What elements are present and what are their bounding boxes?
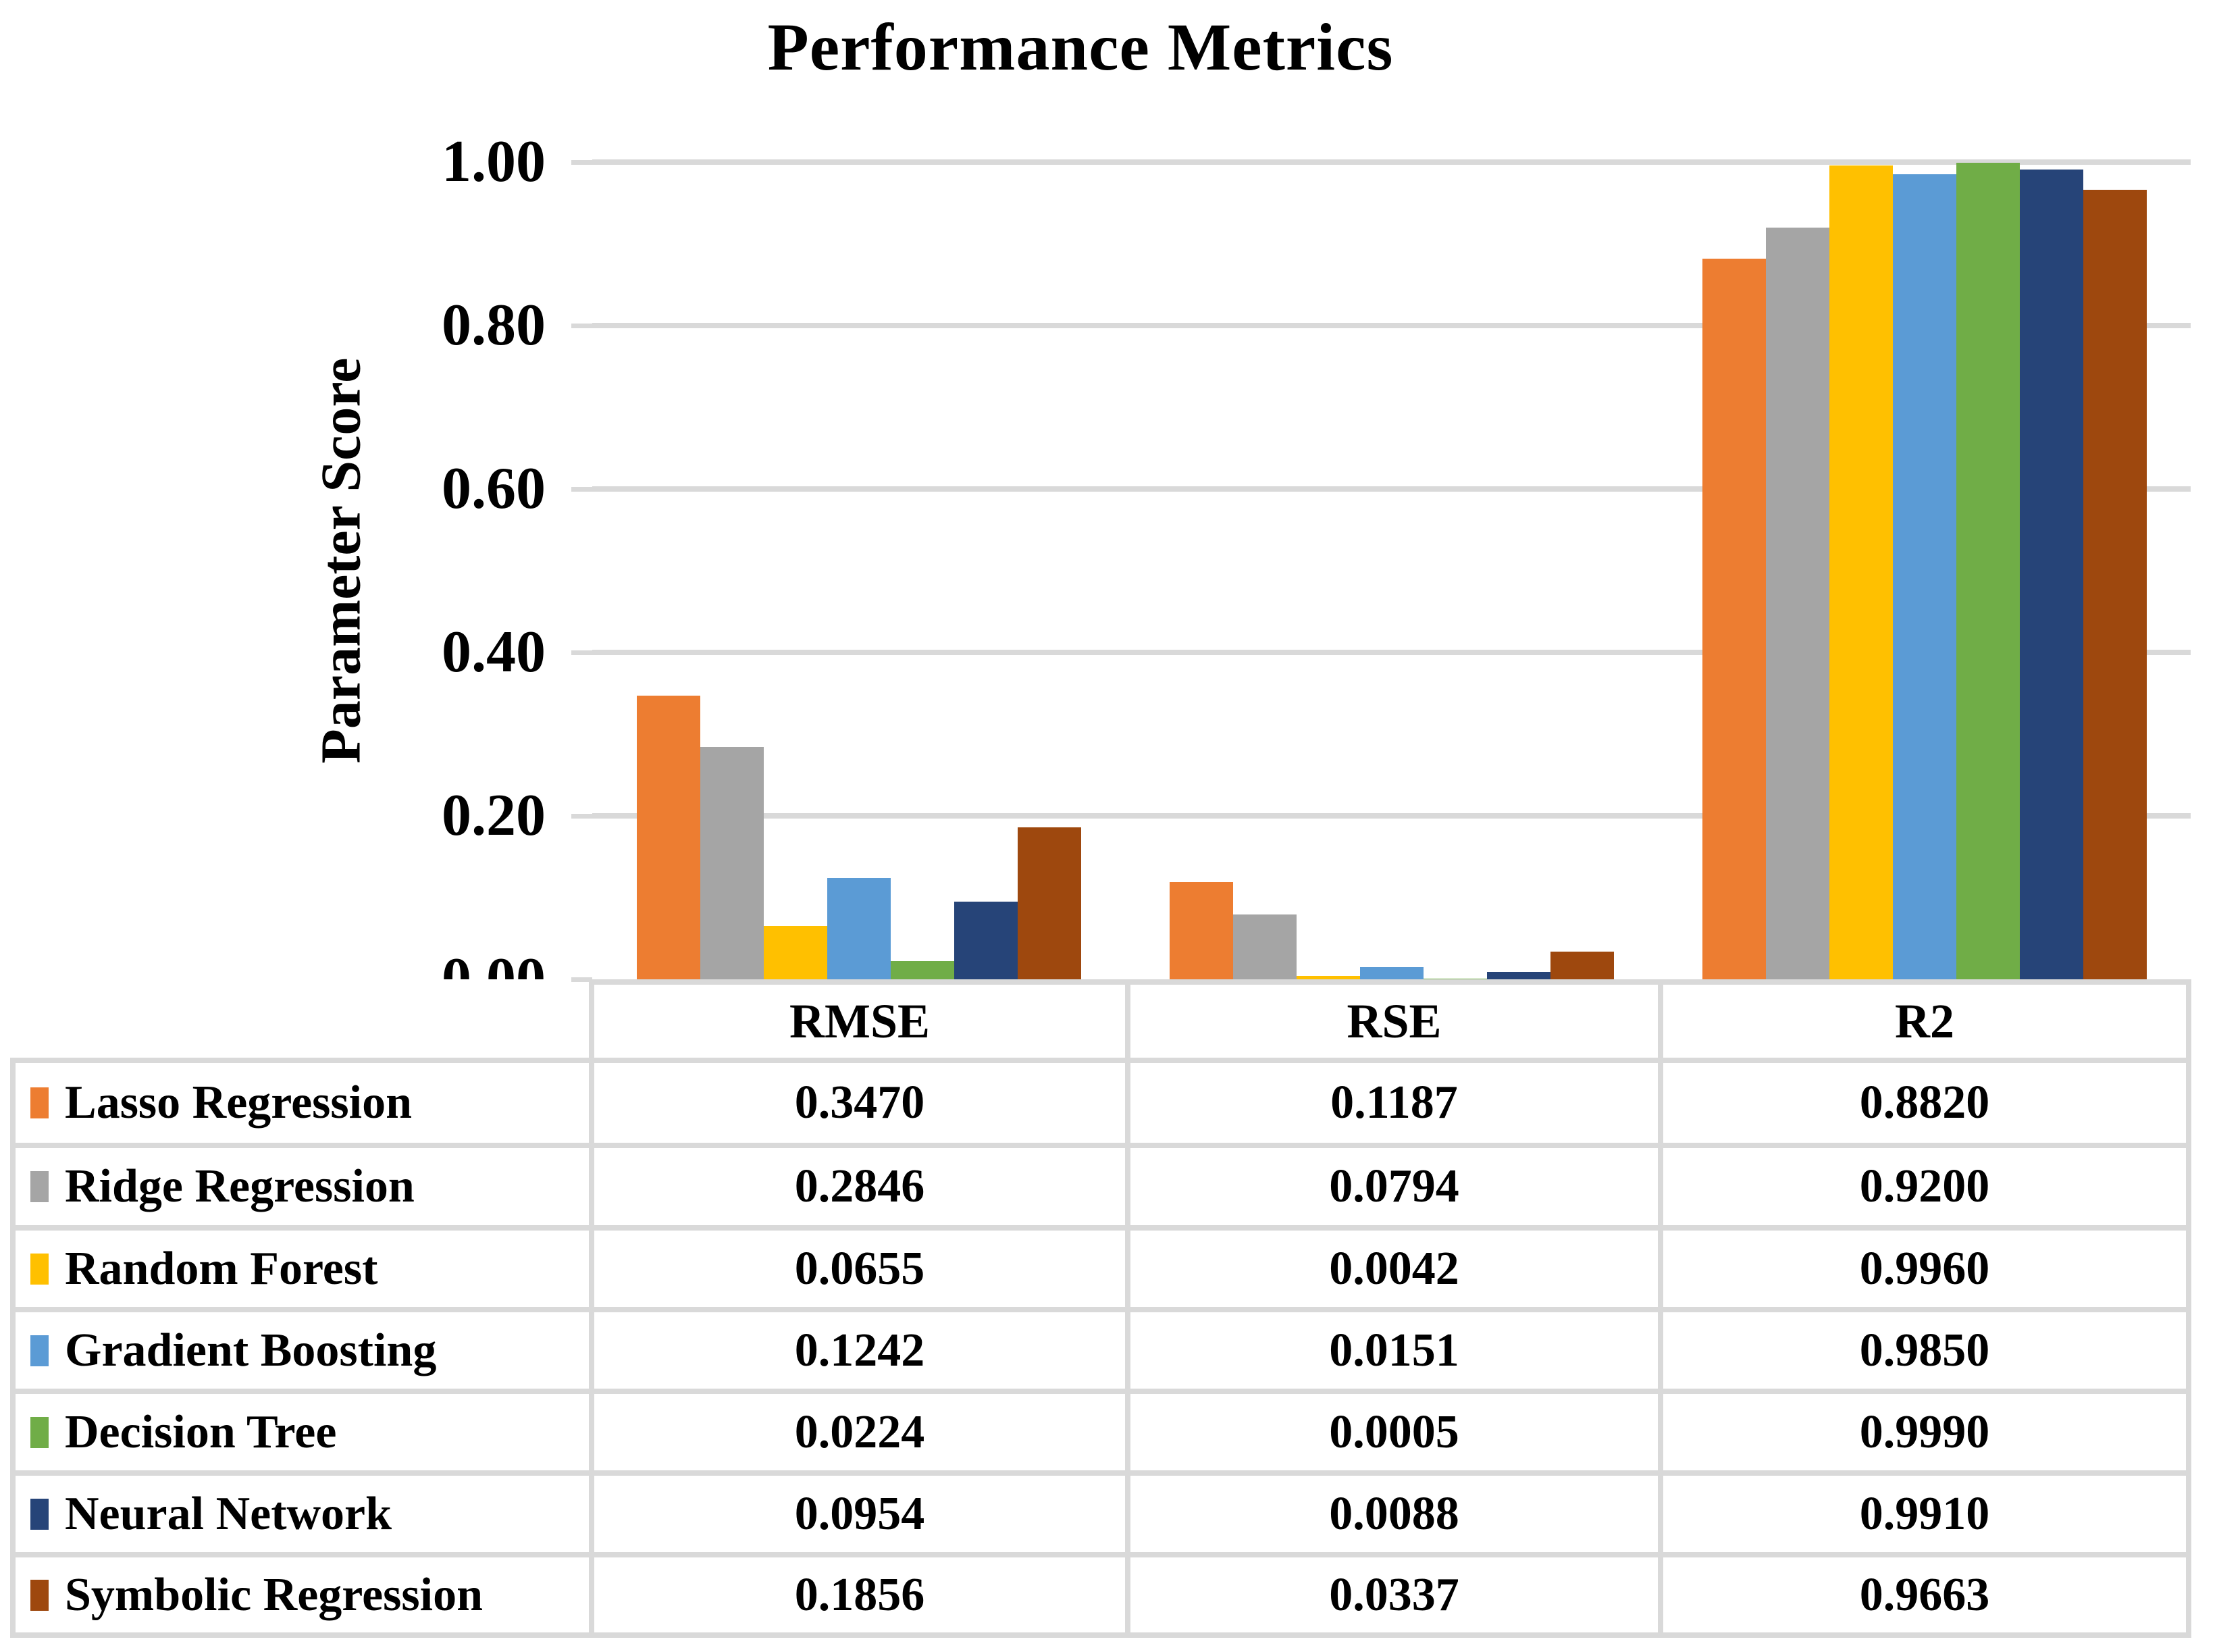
legend-label: Symbolic Regression [65, 1568, 483, 1621]
legend-cell-gradient-boosting: Gradient Boosting [16, 1312, 589, 1389]
y-axis-tick [571, 324, 592, 328]
table-value-cell: 0.9850 [1663, 1312, 2186, 1389]
table-corner-blank [10, 979, 589, 1058]
table-value-cell: 0.1187 [1130, 1063, 1658, 1143]
bar-symbolic-regression-rse [1550, 952, 1614, 979]
y-axis-tick [571, 487, 592, 492]
legend-cell-neural-network: Neural Network [16, 1476, 589, 1552]
legend-swatch [30, 1416, 49, 1448]
bar-neural-network-rse [1487, 972, 1550, 979]
table-value-cell: 0.1856 [594, 1557, 1125, 1632]
table-value-cell: 0.0954 [594, 1476, 1125, 1552]
table-value-cell: 0.1242 [594, 1312, 1125, 1389]
table-value-cell: 0.0005 [1130, 1394, 1658, 1470]
table-value-cell: 0.0655 [594, 1231, 1125, 1307]
legend-label: Gradient Boosting [65, 1324, 437, 1376]
legend-swatch [30, 1253, 49, 1285]
legend-label: Ridge Regression [65, 1160, 415, 1212]
bar-gradient-boosting-r2 [1893, 174, 1956, 979]
bar-ridge-regression-r2 [1766, 227, 1829, 979]
bar-random-forest-rse [1297, 975, 1360, 979]
y-axis-tick-label: 1.00 [442, 129, 546, 195]
y-axis-tick-label: 0.80 [442, 292, 546, 358]
bar-neural-network-r2 [2020, 169, 2083, 979]
bar-lasso-regression-r2 [1702, 258, 1766, 979]
bar-lasso-regression-rse [1170, 882, 1233, 979]
table-value-cell: 0.9990 [1663, 1394, 2186, 1470]
table-value-cell: 0.3470 [594, 1063, 1125, 1143]
bar-gradient-boosting-rmse [827, 877, 891, 979]
gridline [592, 159, 2191, 165]
table-header-rse: RSE [1130, 985, 1658, 1058]
y-axis-tick-label: 0.40 [442, 619, 546, 685]
gridline [592, 813, 2191, 819]
y-axis-tick-label: 0.60 [442, 456, 546, 521]
bar-symbolic-regression-r2 [2083, 189, 2147, 979]
y-axis-tick [571, 814, 592, 819]
legend-swatch [30, 1087, 49, 1118]
legend-cell-lasso-regression: Lasso Regression [16, 1063, 589, 1143]
bar-lasso-regression-rmse [637, 696, 700, 979]
legend-label: Decision Tree [65, 1405, 337, 1458]
bar-symbolic-regression-rmse [1018, 827, 1081, 979]
legend-cell-decision-tree: Decision Tree [16, 1394, 589, 1470]
table-value-cell: 0.0224 [594, 1394, 1125, 1470]
y-axis-tick [571, 650, 592, 655]
bar-random-forest-r2 [1829, 165, 1893, 979]
bar-neural-network-rmse [954, 901, 1018, 979]
table-value-cell: 0.8820 [1663, 1063, 2186, 1143]
legend-label: Lasso Regression [65, 1077, 413, 1129]
legend-label: Random Forest [65, 1242, 378, 1295]
bar-random-forest-rmse [764, 925, 827, 979]
table-header-rmse: RMSE [594, 985, 1125, 1058]
table-value-cell: 0.0151 [1130, 1312, 1658, 1389]
legend-cell-ridge-regression: Ridge Regression [16, 1148, 589, 1225]
chart-title: Performance Metrics [767, 9, 1394, 84]
table-value-cell: 0.0088 [1130, 1476, 1658, 1552]
bar-gradient-boosting-rse [1360, 966, 1424, 979]
gridline [592, 323, 2191, 328]
bar-ridge-regression-rmse [700, 746, 764, 979]
legend-swatch [30, 1579, 49, 1611]
table-value-cell: 0.9910 [1663, 1476, 2186, 1552]
legend-label: Neural Network [65, 1487, 392, 1540]
bar-decision-tree-r2 [1956, 163, 2020, 979]
gridline [592, 650, 2191, 655]
bar-decision-tree-rmse [891, 960, 954, 979]
legend-cell-symbolic-regression: Symbolic Regression [16, 1557, 589, 1632]
legend-swatch [30, 1171, 49, 1202]
legend-cell-random-forest: Random Forest [16, 1231, 589, 1307]
metrics-table: RMSE RSE R2 Lasso Regression 0.3470 0.1187 0.8… [10, 979, 2191, 1638]
table-value-cell: 0.2846 [594, 1148, 1125, 1225]
table-value-cell: 0.0337 [1130, 1557, 1658, 1632]
gridline [592, 486, 2191, 492]
x-axis-line [592, 979, 2191, 985]
table-value-cell: 0.9200 [1663, 1148, 2186, 1225]
table-value-cell: 0.9960 [1663, 1231, 2186, 1307]
bar-ridge-regression-rse [1233, 914, 1297, 979]
y-axis-tick [571, 977, 592, 982]
y-axis-title: Parameter Score [309, 357, 373, 764]
y-axis-tick-label: 0.20 [442, 783, 546, 848]
table-header-r2: R2 [1663, 985, 2186, 1058]
y-axis-tick [571, 160, 592, 165]
table-value-cell: 0.0042 [1130, 1231, 1658, 1307]
table-value-cell: 0.0794 [1130, 1148, 1658, 1225]
legend-swatch [30, 1498, 49, 1530]
table-value-cell: 0.9663 [1663, 1557, 2186, 1632]
legend-swatch [30, 1335, 49, 1366]
